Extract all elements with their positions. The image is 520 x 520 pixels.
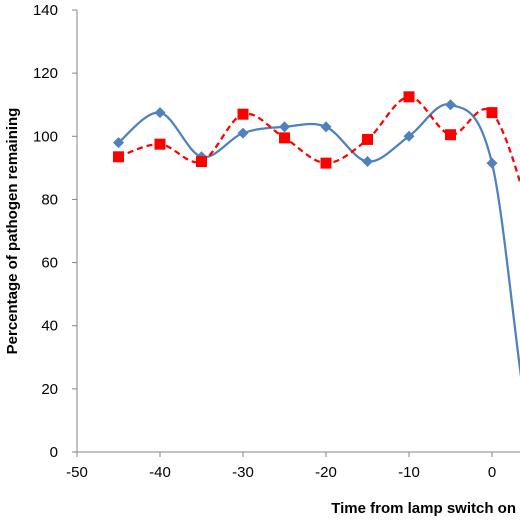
x-axis-title: Time from lamp switch on bbox=[331, 500, 516, 517]
data-point-square bbox=[237, 108, 249, 120]
data-point-square bbox=[445, 129, 456, 141]
x-tick-label: -30 bbox=[232, 464, 254, 481]
y-axis-title: Percentage of pathogen remaining bbox=[4, 108, 21, 355]
data-point-square bbox=[154, 138, 166, 150]
data-point-diamond bbox=[113, 137, 124, 149]
data-point-square bbox=[113, 151, 124, 163]
data-point-square bbox=[196, 156, 207, 168]
y-tick-label: 100 bbox=[33, 128, 58, 145]
data-point-square bbox=[486, 107, 498, 119]
y-tick-label: 120 bbox=[33, 65, 58, 82]
x-tick-label: -20 bbox=[315, 464, 337, 481]
x-tick-label: 0 bbox=[488, 464, 496, 481]
data-point-diamond bbox=[362, 156, 373, 168]
data-point-square bbox=[403, 91, 415, 103]
data-point-diamond bbox=[320, 121, 332, 133]
data-point-diamond bbox=[486, 157, 498, 169]
data-point-diamond bbox=[279, 121, 290, 133]
data-point-square bbox=[320, 157, 332, 169]
y-tick-label: 40 bbox=[41, 318, 58, 335]
data-point-diamond bbox=[237, 127, 249, 139]
series-layer bbox=[113, 91, 520, 378]
x-tick-label: -10 bbox=[398, 464, 420, 481]
data-point-square bbox=[279, 132, 290, 144]
data-point-diamond bbox=[154, 107, 166, 119]
y-tick-label: 60 bbox=[41, 255, 58, 272]
y-tick-label: 20 bbox=[41, 381, 58, 398]
x-tick-label: -50 bbox=[66, 464, 88, 481]
y-tick-label: 80 bbox=[41, 191, 58, 208]
data-point-diamond bbox=[403, 130, 415, 142]
x-tick-label: -40 bbox=[149, 464, 171, 481]
y-tick-label: 0 bbox=[50, 444, 58, 461]
y-tick-label: 140 bbox=[33, 2, 58, 19]
data-point-square bbox=[362, 133, 373, 145]
series-2 bbox=[113, 91, 520, 186]
data-point-diamond bbox=[445, 99, 456, 111]
